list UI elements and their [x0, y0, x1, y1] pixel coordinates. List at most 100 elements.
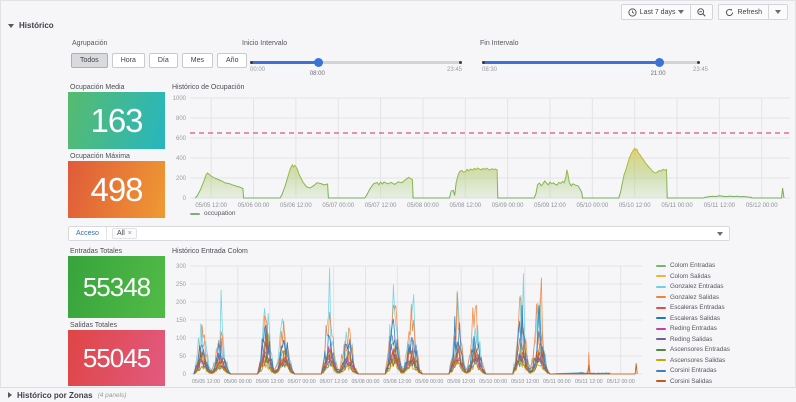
svg-text:05/10 00:00: 05/10 00:00 [577, 203, 609, 209]
chevron-down-icon [678, 10, 685, 14]
legend-item-gonzalez-entradas[interactable]: Gonzalez Entradas [656, 283, 730, 290]
slider-value-label: 08:00 [309, 71, 325, 77]
svg-text:05/11 12:00: 05/11 12:00 [704, 203, 736, 209]
zoom-out-icon [697, 7, 707, 17]
svg-text:05/12 00:00: 05/12 00:00 [746, 203, 778, 209]
svg-text:05/07 00:00: 05/07 00:00 [322, 203, 354, 209]
svg-text:05/09 12:00: 05/09 12:00 [447, 379, 475, 385]
svg-text:05/07 12:00: 05/07 12:00 [320, 379, 348, 385]
legend-color-dash [656, 369, 666, 372]
stat-value: 498 [90, 170, 143, 208]
acceso-label: Acceso [69, 227, 107, 240]
svg-text:200: 200 [176, 300, 187, 306]
agrupacion-button-ano[interactable]: Año [217, 53, 248, 68]
agrupacion-button-hora[interactable]: Hora [111, 53, 145, 68]
agrupacion-button-group: Todos Hora Día Mes Año [71, 53, 248, 68]
slider-fill [482, 61, 659, 64]
slider-end-dot [697, 61, 700, 64]
legend-item-ascensores-entradas[interactable]: Ascensores Entradas [656, 346, 730, 353]
svg-text:250: 250 [176, 282, 187, 288]
time-range-label: Last 7 days [639, 8, 676, 16]
zoom-out-button[interactable] [690, 5, 712, 19]
svg-text:05/09 12:00: 05/09 12:00 [534, 203, 566, 209]
legend-label: Gonzalez Salidas [670, 293, 720, 301]
colom-chart-title: Histórico Entrada Colom [172, 248, 248, 255]
row-historico[interactable]: Histórico [8, 21, 54, 30]
legend-item-reding-salidas[interactable]: Reding Salidas [656, 336, 730, 343]
chevron-down-icon[interactable] [717, 232, 723, 236]
slider-handle[interactable] [313, 58, 323, 67]
svg-text:05/11 12:00: 05/11 12:00 [575, 379, 603, 385]
svg-text:100: 100 [176, 336, 187, 342]
dashboard-toolbar: Last 7 days Refresh [620, 4, 788, 20]
agrupacion-button-dia[interactable]: Día [148, 53, 178, 68]
svg-text:150: 150 [176, 318, 187, 324]
svg-text:1000: 1000 [173, 96, 187, 102]
legend-color-dash [656, 327, 666, 330]
chevron-down-icon [8, 23, 14, 28]
clock-icon [628, 7, 637, 17]
legend-color-dash [656, 380, 666, 382]
legend-item-colom-salidas[interactable]: Colom Salidas [656, 273, 730, 280]
slider-handle[interactable] [654, 58, 664, 67]
legend-item-colom-entradas[interactable]: Colom Entradas [656, 262, 730, 269]
legend-item-corsini-salidas[interactable]: Corsini Salidas [656, 378, 730, 385]
inicio-intervalo-label: Inicio Intervalo [242, 40, 288, 47]
acceso-variable-row: Acceso All × [68, 226, 730, 241]
agrupacion-button-todos[interactable]: Todos [71, 53, 108, 68]
legend-item-ascensores-salidas[interactable]: Ascensores Salidas [656, 357, 730, 364]
acceso-selected-tag[interactable]: All × [111, 228, 137, 239]
legend-color-dash [656, 348, 666, 351]
legend-color-dash [656, 306, 666, 309]
legend-label: Escaleras Entradas [670, 304, 725, 311]
refresh-interval-dropdown[interactable] [768, 5, 787, 19]
occupancy-chart[interactable]: 0 200 400 600 800 1000 05/05 12:00 05/06 00:00 0… [160, 92, 792, 214]
legend-label: Reding Salidas [670, 335, 713, 343]
colom-chart[interactable]: 0 50 100 150 200 250 300 05/05 12:00 05/06 00:00… [160, 258, 652, 388]
legend-item-escaleras-entradas[interactable]: Escaleras Entradas [656, 304, 730, 311]
svg-text:800: 800 [176, 116, 187, 122]
slider-track[interactable] [250, 58, 462, 67]
occupancy-legend-item[interactable]: occupation [190, 210, 235, 217]
svg-text:05/06 00:00: 05/06 00:00 [224, 379, 252, 385]
svg-text:05/05 12:00: 05/05 12:00 [195, 203, 227, 209]
legend-item-gonzalez-salidas[interactable]: Gonzalez Salidas [656, 294, 730, 301]
slider-end-dot [459, 61, 462, 64]
stat-panel-entradas-totales: 55348 [68, 256, 165, 318]
agrupacion-button-mes[interactable]: Mes [181, 53, 214, 68]
legend-item-reding-entradas[interactable]: Reding Entradas [656, 325, 730, 332]
svg-text:05/06 12:00: 05/06 12:00 [280, 203, 312, 209]
slider-end-dot [250, 61, 253, 64]
refresh-button[interactable]: Refresh [719, 5, 768, 19]
legend-color-dash [656, 275, 666, 277]
svg-text:05/07 12:00: 05/07 12:00 [365, 203, 397, 209]
fin-intervalo-label: Fin Intervalo [480, 40, 519, 47]
legend-item-escaleras-salidas[interactable]: Escaleras Salidas [656, 315, 730, 322]
stat-title-ocupacion-media: Ocupación Media [70, 84, 125, 91]
slider-fill [250, 61, 318, 64]
svg-text:05/07 00:00: 05/07 00:00 [288, 379, 316, 385]
legend-color-dash [656, 338, 666, 340]
svg-text:05/10 12:00: 05/10 12:00 [619, 203, 651, 209]
remove-tag-icon[interactable]: × [127, 230, 132, 237]
stat-value: 55045 [82, 342, 151, 373]
svg-text:05/06 00:00: 05/06 00:00 [238, 203, 270, 209]
slider-track[interactable] [482, 58, 700, 67]
svg-text:05/11 00:00: 05/11 00:00 [543, 379, 571, 385]
stat-panel-ocupacion-media: 163 [68, 92, 165, 149]
row-historico-por-zonas[interactable]: Histórico por Zonas (4 panels) [0, 387, 796, 402]
legend-color-dash [656, 264, 666, 267]
svg-text:05/08 00:00: 05/08 00:00 [351, 379, 379, 385]
legend-item-corsini-entradas[interactable]: Corsini Entradas [656, 367, 730, 374]
row-title: Histórico por Zonas [17, 390, 93, 400]
stat-value: 55348 [82, 271, 151, 302]
time-range-picker[interactable]: Last 7 days [622, 5, 691, 19]
svg-text:05/10 12:00: 05/10 12:00 [511, 379, 539, 385]
slider-min-label: 08:30 [482, 67, 498, 73]
legend-label: Ascensores Entradas [670, 346, 730, 353]
chevron-down-icon [775, 10, 781, 14]
svg-text:600: 600 [176, 136, 187, 142]
svg-text:300: 300 [176, 264, 187, 270]
legend-color-dash [190, 212, 200, 215]
legend-label: Corsini Entradas [670, 367, 717, 374]
